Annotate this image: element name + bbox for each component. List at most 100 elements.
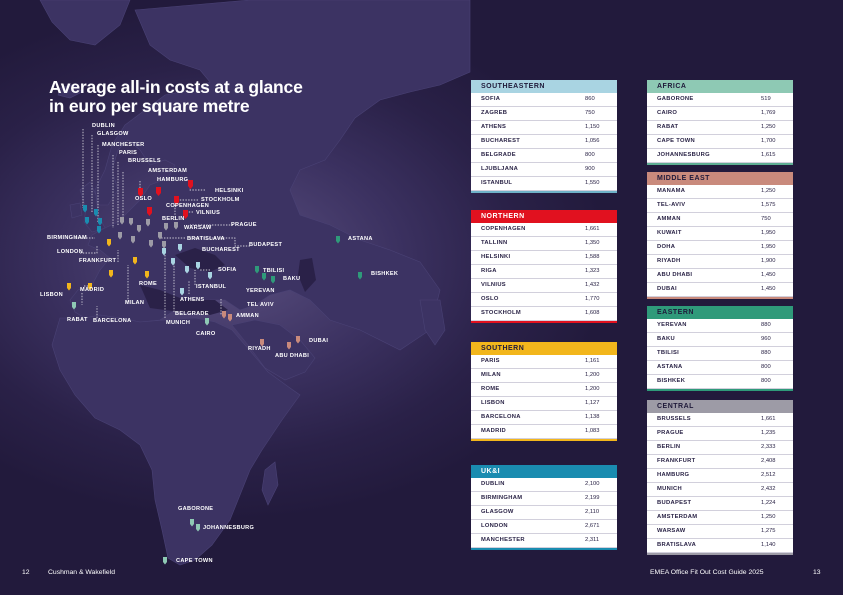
map-label-copenhagen: COPENHAGEN	[166, 203, 210, 209]
cost-value: 1,900	[761, 258, 776, 264]
cost-value: 1,450	[761, 272, 776, 278]
region-header: EASTERN	[647, 306, 793, 319]
cost-value: 1,138	[585, 414, 600, 420]
table-row: BAKU 960	[647, 333, 793, 347]
table-row: JOHANNESBURG 1,615	[647, 149, 793, 163]
city-name: TEL-AVIV	[657, 202, 686, 208]
region-underline	[647, 389, 793, 391]
city-name: DUBAI	[657, 286, 677, 292]
map-label-bishkek: BISHKEK	[371, 271, 399, 277]
city-name: PRAGUE	[657, 430, 684, 436]
cost-value: 1,575	[761, 202, 776, 208]
city-name: BUCHAREST	[481, 138, 521, 144]
city-name: BELGRADE	[481, 152, 516, 158]
table-row: RIGA 1,323	[471, 265, 617, 279]
table-middle-east: MIDDLE EAST MANAMA 1,250 TEL-AVIV 1,575 AMMAN…	[647, 172, 793, 299]
city-name: STOCKHOLM	[481, 310, 521, 316]
cost-value: 860	[585, 96, 595, 102]
table-row: ISTANBUL 1,550	[471, 177, 617, 191]
city-name: LONDON	[481, 523, 508, 529]
city-name: BERLIN	[657, 444, 681, 450]
region-underline	[647, 297, 793, 299]
map-label-bratislava: BRATISLAVA	[187, 236, 225, 242]
city-name: GABORONE	[657, 96, 694, 102]
cost-value: 1,661	[761, 416, 776, 422]
cost-value: 1,083	[585, 428, 600, 434]
table-row: BISHKEK 800	[647, 375, 793, 389]
table-africa: AFRICA GABORONE 519 CAIRO 1,769 RABAT 1,250 CAP…	[647, 80, 793, 165]
table-row: ASTANA 800	[647, 361, 793, 375]
cost-value: 1,250	[761, 188, 776, 194]
table-row: GABORONE 519	[647, 93, 793, 107]
city-name: AMMAN	[657, 216, 681, 222]
city-name: PARIS	[481, 358, 500, 364]
publisher-name: Cushman & Wakefield	[48, 569, 115, 576]
title-line-1: Average all-in costs at a glance	[49, 77, 303, 97]
region-underline	[471, 191, 617, 193]
table-row: HAMBURG 2,512	[647, 469, 793, 483]
cost-value: 1,450	[761, 286, 776, 292]
map-label-frankfurt: FRANKFURT	[79, 258, 117, 264]
cost-value: 1,615	[761, 152, 776, 158]
city-name: ABU DHABI	[657, 272, 693, 278]
map-label-milan: MILAN	[125, 300, 145, 306]
city-name: MUNICH	[657, 486, 682, 492]
cost-value: 800	[585, 152, 595, 158]
city-name: LISBON	[481, 400, 505, 406]
cost-value: 1,150	[585, 124, 600, 130]
landmass	[39, 0, 471, 566]
map-label-lisbon: LISBON	[40, 292, 63, 298]
city-name: CAIRO	[657, 110, 678, 116]
table-row: PARIS 1,161	[471, 355, 617, 369]
map-label-sofia: SOFIA	[218, 267, 237, 273]
table-row: BUCHAREST 1,056	[471, 135, 617, 149]
city-name: DOHA	[657, 244, 676, 250]
page-number-left: 12	[22, 569, 30, 576]
city-name: MANAMA	[657, 188, 686, 194]
map-markers	[67, 180, 362, 565]
map-label-istanbul: ISTANBUL	[196, 284, 227, 290]
cost-value: 1,127	[585, 400, 600, 406]
cost-value: 1,056	[585, 138, 600, 144]
city-name: GLASGOW	[481, 509, 514, 515]
table-row: KUWAIT 1,950	[647, 227, 793, 241]
region-underline	[471, 548, 617, 550]
table-row: SOFIA 860	[471, 93, 617, 107]
guide-title: EMEA Office Fit Out Cost Guide 2025	[650, 569, 764, 576]
map-label-dublin: DUBLIN	[92, 123, 115, 129]
map-label-hamburg: HAMBURG	[157, 177, 189, 183]
city-name: MILAN	[481, 372, 501, 378]
map-label-birmingham: BIRMINGHAM	[47, 235, 87, 241]
cost-value: 880	[761, 350, 771, 356]
cost-value: 1,140	[761, 542, 776, 548]
table-row: TBILISI 880	[647, 347, 793, 361]
map-label-manchester: MANCHESTER	[102, 142, 145, 148]
cost-value: 1,608	[585, 310, 600, 316]
map-label-barcelona: BARCELONA	[93, 318, 132, 324]
map-label-tel-aviv: TEL AVIV	[247, 302, 274, 308]
table-row: WARSAW 1,275	[647, 525, 793, 539]
table-row: BRUSSELS 1,661	[647, 413, 793, 427]
table-row: ATHENS 1,150	[471, 121, 617, 135]
map-label-london: LONDON	[57, 249, 84, 255]
table-row: ROME 1,200	[471, 383, 617, 397]
region-header: SOUTHEASTERN	[471, 80, 617, 93]
table-row: ZAGREB 750	[471, 107, 617, 121]
table-row: BIRMINGHAM 2,199	[471, 492, 617, 506]
map-label-stockholm: STOCKHOLM	[201, 197, 240, 203]
table-row: AMMAN 750	[647, 213, 793, 227]
cost-value: 1,588	[585, 254, 600, 260]
city-name: KUWAIT	[657, 230, 682, 236]
city-name: BIRMINGHAM	[481, 495, 523, 501]
map-label-abu-dhabi: ABU DHABI	[275, 353, 310, 359]
map-label-cape-town: CAPE TOWN	[176, 558, 213, 564]
cost-value: 1,323	[585, 268, 600, 274]
cost-value: 2,432	[761, 486, 776, 492]
city-name: CAPE TOWN	[657, 138, 696, 144]
cost-value: 880	[761, 322, 771, 328]
table-row: MILAN 1,200	[471, 369, 617, 383]
city-name: ASTANA	[657, 364, 683, 370]
map-label-gaborone: GABORONE	[178, 506, 214, 512]
city-name: RIYADH	[657, 258, 681, 264]
